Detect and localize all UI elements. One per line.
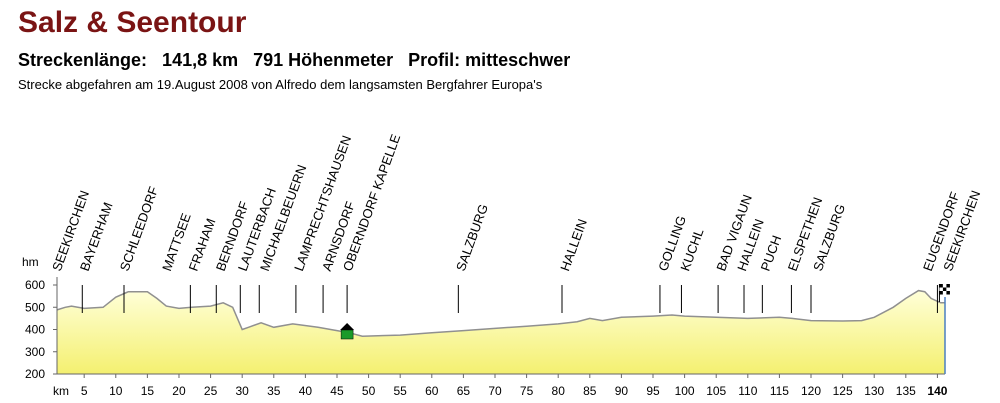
y-unit: hm	[22, 255, 39, 269]
x-tick-label: 40	[299, 384, 313, 398]
finish-flag	[946, 287, 950, 291]
finish-flag	[939, 284, 943, 288]
place-label: PUCH	[758, 233, 785, 273]
y-tick-label: 500	[25, 300, 45, 314]
x-tick-label: 130	[864, 384, 884, 398]
place-label: SCHLEEDORF	[117, 184, 162, 273]
x-tick-label: 105	[706, 384, 726, 398]
y-tick-label: 200	[25, 367, 45, 381]
y-tick-label: 400	[25, 323, 45, 337]
x-tick-label: 20	[172, 384, 186, 398]
plot: 200 300 400 500 600 5 10 15 20 25 30 35 40 45 50 55 60 65…	[25, 132, 983, 398]
finish-flag	[946, 291, 950, 295]
x-tick-label: 50	[362, 384, 376, 398]
finish-flag	[946, 284, 950, 288]
x-tick-label: 125	[833, 384, 853, 398]
place-label: HALLEIN	[557, 217, 590, 273]
x-tick-label: 60	[425, 384, 439, 398]
x-tick-label: 90	[615, 384, 629, 398]
start-icon	[340, 329, 354, 340]
x-tick-label: 15	[141, 384, 155, 398]
y-tick-label: 600	[25, 278, 45, 292]
x-tick-label: 25	[204, 384, 218, 398]
finish-flag	[942, 287, 947, 291]
x-tick-label: 30	[236, 384, 250, 398]
x-tick-label: 140	[927, 384, 947, 398]
x-tick-label: 80	[552, 384, 566, 398]
x-tick-label: 95	[646, 384, 660, 398]
place-label: SALZBURG	[453, 202, 491, 273]
x-tick-label: 110	[738, 384, 757, 398]
x-tick-label: 65	[457, 384, 471, 398]
x-tick-label: 100	[675, 384, 695, 398]
x-tick-label: 75	[520, 384, 534, 398]
stats: Streckenlänge: 141,8 km 791 Höhenmeter P…	[18, 50, 570, 70]
start-icon	[340, 323, 355, 330]
chart-title: Salz & Seentour	[18, 6, 247, 39]
finish-flag	[939, 291, 943, 295]
area	[57, 290, 945, 374]
y-tick-label: 300	[25, 345, 45, 359]
finish-flag	[942, 291, 947, 295]
x-unit: km	[53, 384, 69, 398]
x-tick-label: 45	[330, 384, 344, 398]
x-tick-label: 120	[801, 384, 821, 398]
x-tick-label: 115	[770, 384, 789, 398]
x-tick-label: 135	[896, 384, 916, 398]
subtitle: Strecke abgefahren am 19.August 2008 von…	[18, 77, 543, 92]
x-tick-label: 85	[583, 384, 597, 398]
x-tick-label: 10	[109, 384, 123, 398]
profile-line	[56, 289, 945, 337]
finish-flag	[942, 284, 947, 288]
x-tick-label: 55	[394, 384, 408, 398]
finish-flag	[939, 287, 943, 291]
x-tick-label: 70	[488, 384, 502, 398]
x-tick-label: 5	[81, 384, 88, 398]
x-tick-label: 35	[267, 384, 281, 398]
